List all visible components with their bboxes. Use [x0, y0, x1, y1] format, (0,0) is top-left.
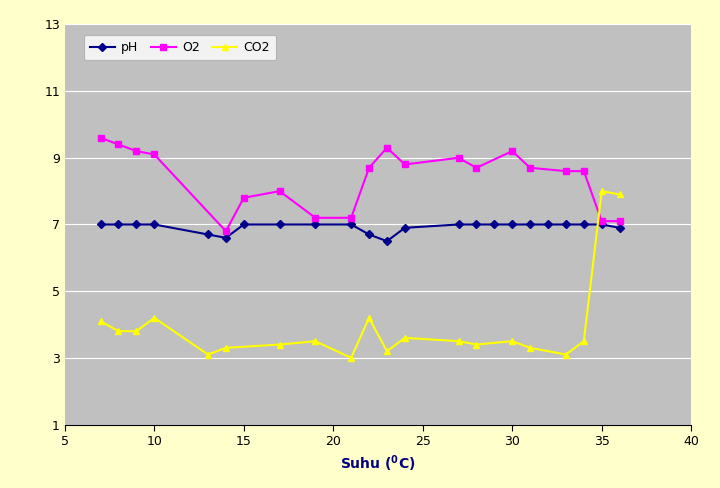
- CO2: [114, 328, 123, 334]
- pH: [132, 222, 140, 227]
- O2: [400, 162, 409, 167]
- pH: [526, 222, 534, 227]
- pH: [204, 232, 212, 238]
- Line: pH: pH: [98, 222, 622, 244]
- O2: [472, 165, 481, 171]
- CO2: [400, 335, 409, 341]
- CO2: [526, 345, 534, 351]
- X-axis label: Suhu ($\mathregular{^0}$C): Suhu ($\mathregular{^0}$C): [341, 453, 415, 474]
- O2: [96, 135, 105, 141]
- CO2: [616, 191, 624, 197]
- CO2: [562, 351, 570, 357]
- CO2: [96, 318, 105, 324]
- CO2: [222, 345, 230, 351]
- O2: [132, 148, 140, 154]
- O2: [222, 228, 230, 234]
- CO2: [204, 351, 212, 357]
- O2: [311, 215, 320, 221]
- O2: [382, 145, 391, 151]
- O2: [454, 155, 463, 161]
- O2: [562, 168, 570, 174]
- O2: [347, 215, 356, 221]
- pH: [275, 222, 284, 227]
- pH: [347, 222, 356, 227]
- pH: [616, 225, 624, 231]
- pH: [365, 232, 374, 238]
- pH: [454, 222, 463, 227]
- CO2: [598, 188, 606, 194]
- O2: [365, 165, 374, 171]
- CO2: [508, 338, 516, 344]
- O2: [616, 218, 624, 224]
- O2: [508, 148, 516, 154]
- pH: [472, 222, 481, 227]
- pH: [114, 222, 123, 227]
- CO2: [382, 348, 391, 354]
- pH: [150, 222, 158, 227]
- pH: [508, 222, 516, 227]
- O2: [150, 151, 158, 157]
- pH: [544, 222, 552, 227]
- pH: [400, 225, 409, 231]
- CO2: [347, 355, 356, 361]
- CO2: [132, 328, 140, 334]
- O2: [240, 195, 248, 201]
- pH: [240, 222, 248, 227]
- O2: [275, 188, 284, 194]
- O2: [580, 168, 588, 174]
- CO2: [454, 338, 463, 344]
- Line: CO2: CO2: [97, 188, 623, 361]
- pH: [311, 222, 320, 227]
- O2: [598, 218, 606, 224]
- Line: O2: O2: [97, 134, 623, 235]
- pH: [598, 222, 606, 227]
- pH: [562, 222, 570, 227]
- CO2: [472, 342, 481, 347]
- pH: [382, 238, 391, 244]
- CO2: [365, 315, 374, 321]
- pH: [490, 222, 499, 227]
- O2: [114, 142, 123, 147]
- CO2: [580, 338, 588, 344]
- CO2: [311, 338, 320, 344]
- pH: [96, 222, 105, 227]
- pH: [222, 235, 230, 241]
- Legend: pH, O2, CO2: pH, O2, CO2: [84, 35, 276, 60]
- CO2: [150, 315, 158, 321]
- pH: [580, 222, 588, 227]
- O2: [526, 165, 534, 171]
- CO2: [275, 342, 284, 347]
